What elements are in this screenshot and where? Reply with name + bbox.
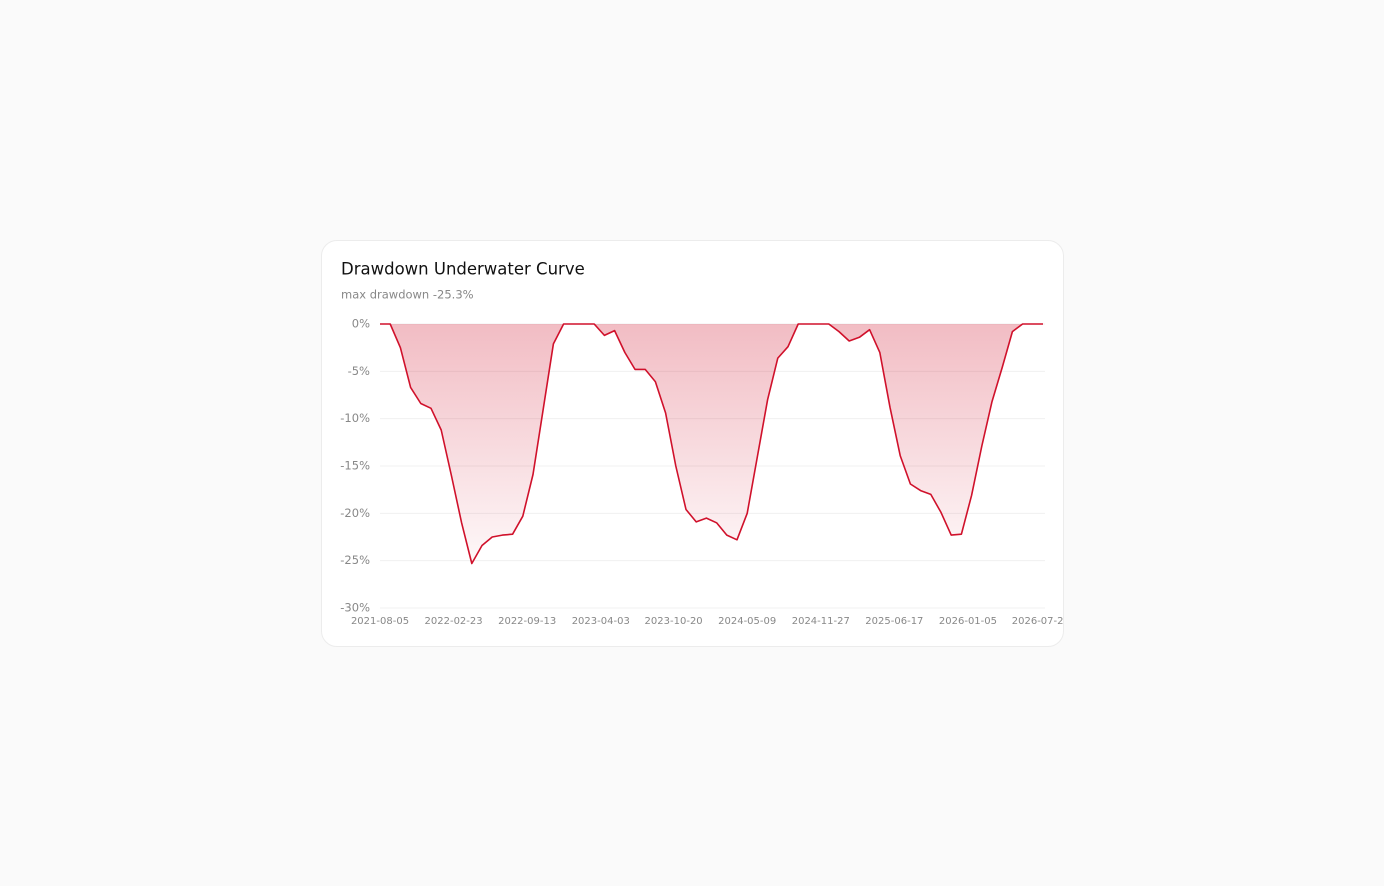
x-tick-label: 2024-05-09 (718, 616, 776, 627)
chart-subtitle: max drawdown -25.3% (341, 288, 474, 302)
x-tick-label: 2025-06-17 (865, 616, 923, 627)
x-tick-label: 2026-07-24 (1012, 616, 1064, 627)
chart: Drawdown Underwater Curve max drawdown -… (340, 260, 1064, 628)
x-tick-label: 2023-10-20 (645, 616, 703, 627)
x-tick-label: 2024-11-27 (792, 616, 850, 627)
y-tick-label: -10% (340, 411, 370, 425)
area (380, 324, 1043, 564)
y-tick-label: -30% (340, 601, 370, 615)
line (380, 323, 1043, 565)
x-tick-label: 2023-04-03 (572, 616, 630, 627)
x-tick-label: 2021-08-05 (351, 616, 409, 627)
y-tick-label: -5% (348, 364, 370, 378)
y-tick-label: 0% (352, 317, 370, 331)
x-tick-label: 2022-09-13 (498, 616, 556, 627)
y-tick-label: -25% (340, 553, 370, 567)
chart-card: Drawdown Underwater Curve max drawdown -… (321, 240, 1064, 647)
x-tick-label: 2022-02-23 (425, 616, 483, 627)
y-tick-label: -15% (340, 459, 370, 473)
x-tick-label: 2026-01-05 (939, 616, 997, 627)
y-tick-label: -20% (340, 506, 370, 520)
chart-title: Drawdown Underwater Curve (341, 260, 585, 279)
